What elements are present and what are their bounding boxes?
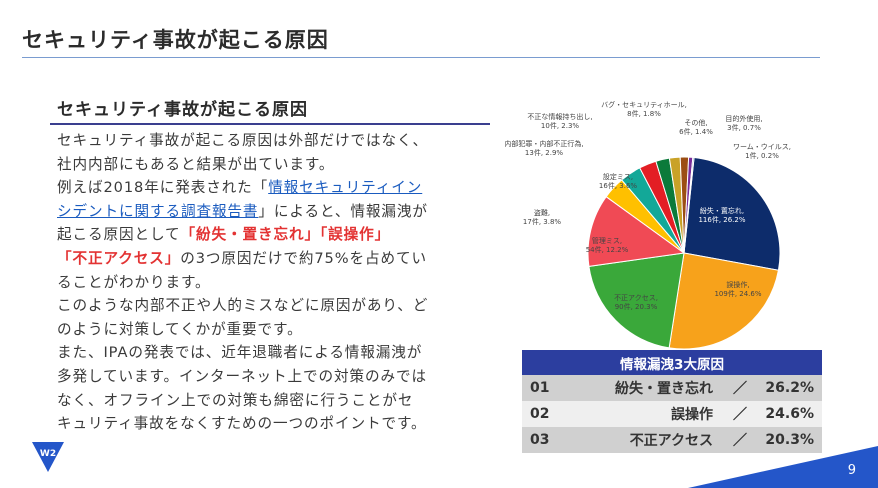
pie-slice [683, 156, 695, 254]
body-text: セキュリティ事故が起こる原因は外部だけではなく、 社内内部にもあると結果が出てい… [57, 129, 487, 436]
row-percent: 26.2% [765, 380, 814, 396]
row-number: 02 [530, 406, 550, 422]
slice-label: 盗難, 17件, 3.8% [523, 208, 561, 226]
row-separator: ／ [733, 433, 747, 449]
logo-triangle [32, 442, 64, 472]
w2-logo: W2 [32, 442, 64, 472]
slice-label: 不正アクセス, 90件, 20.3% [614, 294, 658, 311]
slice-label: 内部犯罪・内部不正行為, 13件, 2.9% [504, 139, 583, 157]
body-line: 多発しています。インターネット上での対策のみでは [57, 367, 427, 385]
row-percent: 24.6% [765, 406, 814, 422]
body-line: 社内内部にもあると結果が出ています。 [57, 155, 335, 173]
section-divider [50, 123, 490, 125]
table-row: 01 紛失・置き忘れ ／ 26.2% [522, 375, 822, 401]
section-heading: セキュリティ事故が起こる原因 [57, 100, 308, 120]
body-line: キュリティ事故をなくすための一つのポイントです。 [57, 415, 427, 433]
slice-label: 目的外使用, 3件, 0.7% [725, 114, 762, 132]
pie-slice [668, 252, 780, 350]
body-text-span: 起こる原因として [57, 226, 181, 244]
pie-chart: 紛失・置忘れ, 116件, 26.2% 誤操作, 109件, 24.6% 不正アクセス,… [504, 100, 791, 350]
table-row: 02 誤操作 ／ 24.6% [522, 401, 822, 427]
body-text-span: 例えば2018年に発表された「 [57, 179, 269, 197]
row-percent: 20.3% [765, 432, 814, 448]
slice-label: バグ・セキュリティホール, 8件, 1.8% [601, 100, 687, 118]
body-line: のように対策してくかが重要です。 [57, 320, 303, 338]
row-number: 01 [530, 380, 550, 396]
highlight-unauthorized-access: 「不正アクセス」 [57, 249, 181, 267]
slice-label: 紛失・置忘れ, 116件, 26.2% [698, 206, 745, 224]
row-separator: ／ [733, 381, 747, 397]
body-line: 例えば2018年に発表された「情報セキュリティイン [57, 176, 487, 200]
body-line: 起こる原因として「紛失・置き忘れ」「誤操作」 [57, 223, 487, 247]
row-cause: 紛失・置き忘れ [615, 381, 713, 397]
title-divider [22, 57, 820, 58]
body-line: このような内部不正や人的ミスなどに原因があり、ど [57, 297, 429, 315]
pie-slice [588, 252, 685, 349]
slice-label: その他, 6件, 1.4% [679, 118, 713, 136]
highlight-causes: 「紛失・置き忘れ」「誤操作」 [180, 226, 391, 244]
table-header: 情報漏洩3大原因 [620, 356, 724, 373]
body-line: なく、オフライン上での対策も綿密に行うことがセ [57, 391, 414, 409]
body-line: また、IPAの発表では、近年退職者による情報漏洩が [57, 344, 423, 362]
slice-label: 設定ミス, 16件, 3.6% [599, 172, 637, 190]
pie-slice [683, 156, 781, 271]
pie-slice [587, 196, 686, 267]
slice-label: 誤操作, 109件, 24.6% [714, 280, 761, 298]
body-text-span: の3つ原因だけで約75%を占めてい [180, 249, 427, 267]
body-line: 「不正アクセス」の3つ原因だけで約75%を占めてい [57, 247, 487, 271]
report-link[interactable]: 情報セキュリティイン [268, 179, 423, 197]
body-line: ることがわかります。 [57, 273, 211, 291]
row-number: 03 [530, 432, 550, 448]
body-text-span: 」によると、情報漏洩が [258, 202, 428, 220]
row-separator: ／ [733, 407, 747, 423]
top-causes-table: 情報漏洩3大原因 01 紛失・置き忘れ ／ 26.2% 02 誤操作 ／ 24.… [522, 350, 822, 453]
slice-label: ワーム・ウイルス, 1件, 0.2% [733, 143, 791, 160]
table-header-row: 情報漏洩3大原因 [522, 350, 822, 375]
body-line: セキュリティ事故が起こる原因は外部だけではなく、 [57, 132, 428, 149]
slice-label: 不正な情報持ち出し, 10件, 2.3% [527, 112, 592, 130]
report-link-continued[interactable]: シデントに関する調査報告書 [57, 202, 259, 220]
row-cause: 誤操作 [671, 407, 713, 423]
body-line: シデントに関する調査報告書」によると、情報漏洩が [57, 200, 487, 224]
page-number: 9 [847, 463, 856, 478]
slide-title: セキュリティ事故が起こる原因 [22, 28, 329, 52]
corner-accent [688, 446, 878, 488]
slice-label: 管理ミス, 54件, 12.2% [586, 236, 629, 254]
row-cause: 不正アクセス [629, 433, 713, 449]
logo-text: W2 [40, 449, 56, 459]
